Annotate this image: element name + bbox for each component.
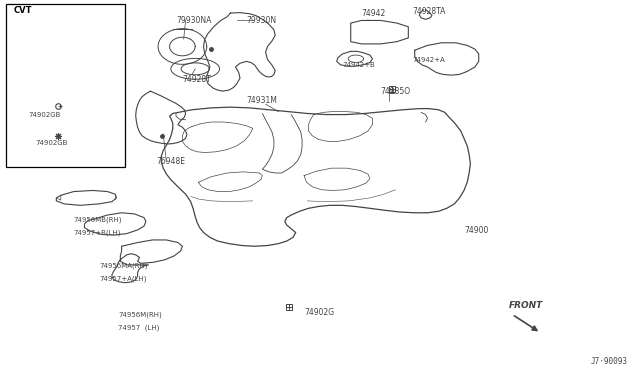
Text: 74942+B: 74942+B [342,62,375,68]
Text: J7·90093: J7·90093 [590,357,627,366]
Text: 79930N: 79930N [246,16,276,25]
Text: 74985O: 74985O [381,87,411,96]
Text: 74900: 74900 [464,226,488,235]
Text: 74942+A: 74942+A [413,57,445,62]
Text: 74956MB(RH): 74956MB(RH) [74,216,122,223]
Text: 74957+A(LH): 74957+A(LH) [99,276,147,282]
Text: 74928TA: 74928TA [413,7,446,16]
Text: CVT: CVT [14,6,33,15]
Bar [6,4,125,167]
Text: 74957  (LH): 74957 (LH) [118,324,160,331]
Text: 79930NA: 79930NA [176,16,211,25]
Text: 74956M(RH): 74956M(RH) [118,311,162,318]
Text: 74902GB: 74902GB [35,140,68,146]
Text: 74957+B(LH): 74957+B(LH) [74,229,121,236]
Text: 74902G: 74902G [304,308,334,317]
Text: 74902GB: 74902GB [29,112,61,118]
Text: 76948E: 76948E [157,157,186,166]
Text: FRONT: FRONT [509,301,543,310]
Text: 74956MA(RH): 74956MA(RH) [99,263,148,269]
Text: 74928T: 74928T [182,76,211,84]
Text: 74942: 74942 [362,9,386,17]
Text: 74931M: 74931M [246,96,277,105]
